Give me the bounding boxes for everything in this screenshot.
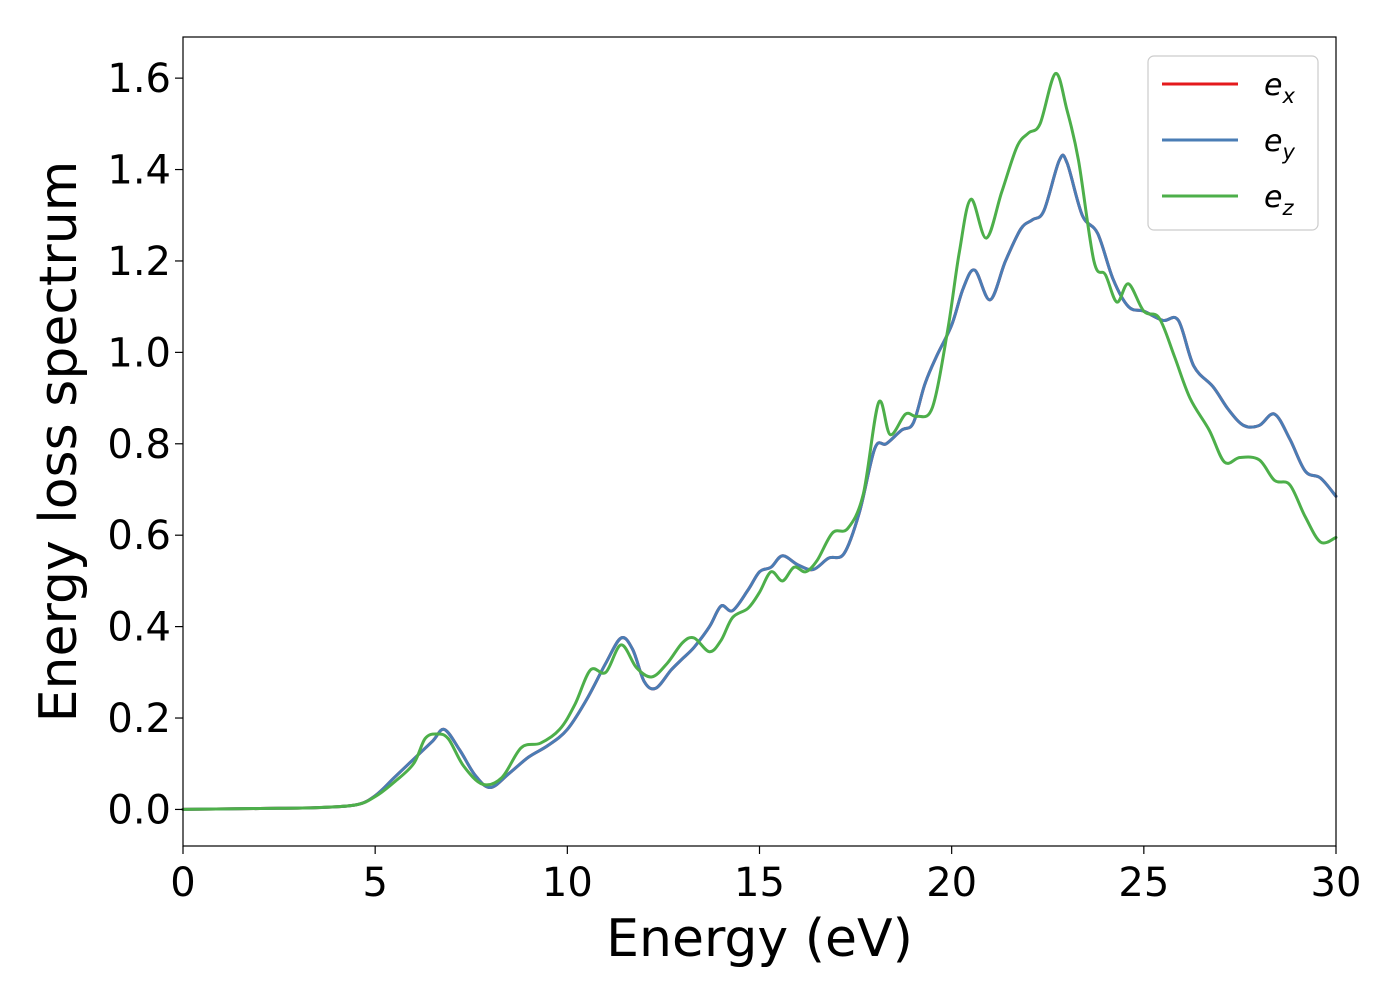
legend-label-main: e [1264, 180, 1282, 215]
series-line-e-z [181, 72, 1338, 811]
x-axis-title: Energy (eV) [606, 909, 913, 969]
x-tick-label: 20 [926, 860, 977, 906]
legend-label-main: e [1264, 124, 1282, 159]
legend-label-e-x: ex [1264, 68, 1295, 108]
legend-label-main: e [1264, 68, 1282, 103]
x-tick-label: 0 [170, 860, 195, 906]
y-tick-label: 1.2 [107, 239, 171, 285]
y-tick-label: 1.0 [107, 330, 171, 376]
legend-label-subscript: x [1281, 84, 1295, 108]
series-layer [181, 72, 1338, 811]
legend-label-e-z: ez [1264, 180, 1294, 220]
y-tick-label: 0.8 [107, 422, 171, 468]
legend-label-subscript: y [1281, 140, 1295, 164]
legend-label-e-y: ey [1264, 124, 1295, 164]
legend-label-subscript: z [1281, 196, 1294, 220]
y-tick-label: 0.4 [107, 605, 171, 651]
x-tick-label: 30 [1311, 860, 1362, 906]
y-tick-label: 1.4 [107, 148, 171, 194]
x-tick-label: 15 [734, 860, 785, 906]
x-tick-label: 25 [1118, 860, 1169, 906]
y-axis: 0.0 0.2 0.4 0.6 0.8 1.0 1.2 1.4 1.6 [107, 56, 183, 833]
series-line-e-y [181, 153, 1338, 811]
y-tick-label: 1.6 [107, 56, 171, 102]
y-axis-title: Energy loss spectrum [29, 161, 89, 723]
x-axis: 0 5 10 15 20 25 30 [170, 846, 1361, 906]
y-tick-label: 0.2 [107, 696, 171, 742]
legend-box [1147, 55, 1319, 231]
x-tick-label: 10 [542, 860, 593, 906]
x-tick-label: 5 [362, 860, 387, 906]
y-tick-label: 0.0 [107, 787, 171, 833]
y-tick-label: 0.6 [107, 513, 171, 559]
